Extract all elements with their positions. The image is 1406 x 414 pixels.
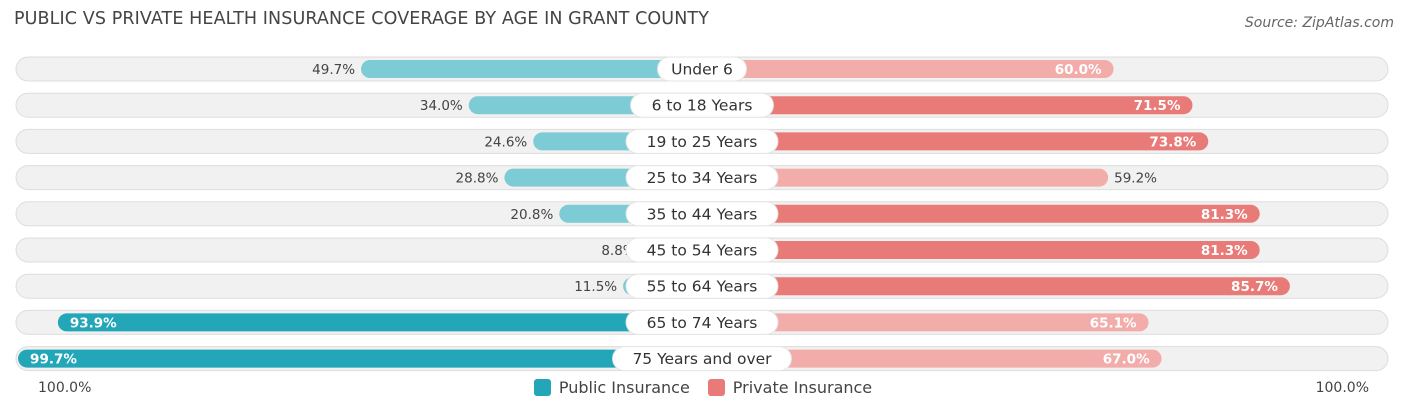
- bar-public[interactable]: [18, 349, 703, 368]
- source-label: Source: ZipAtlas.com: [1244, 15, 1394, 31]
- category-label: 55 to 64 Years: [647, 278, 758, 296]
- label-private: 81.3%: [1201, 207, 1248, 223]
- bar-private[interactable]: [702, 132, 1209, 151]
- bar-private[interactable]: [702, 96, 1193, 115]
- legend-label-private: Private Insurance: [732, 378, 873, 397]
- chart-title: PUBLIC VS PRIVATE HEALTH INSURANCE COVER…: [14, 9, 709, 29]
- category-pill: [657, 56, 747, 82]
- axis-left-label: 100.0%: [38, 380, 92, 396]
- legend-item-private[interactable]: Private Insurance: [707, 378, 873, 397]
- category-label: 75 Years and over: [632, 350, 772, 368]
- category-pill: [630, 92, 774, 118]
- legend-item-public[interactable]: Public Insurance: [533, 378, 690, 397]
- label-private: 85.7%: [1231, 279, 1278, 295]
- category-pill: [625, 273, 779, 299]
- bar-private[interactable]: [702, 313, 1149, 332]
- label-private: 81.3%: [1201, 243, 1248, 259]
- category-label: 45 to 54 Years: [647, 242, 758, 260]
- bar-private[interactable]: [702, 277, 1290, 296]
- category-label: 35 to 44 Years: [647, 205, 758, 223]
- bar-private[interactable]: [702, 349, 1162, 368]
- label-public: 93.9%: [70, 315, 117, 331]
- bar-private[interactable]: [702, 60, 1114, 78]
- category-pill: [625, 309, 779, 335]
- bar-public[interactable]: [361, 60, 702, 78]
- category-pill: [625, 128, 779, 154]
- label-private: 73.8%: [1149, 134, 1196, 150]
- bar-public[interactable]: [57, 313, 702, 332]
- category-label: 25 to 34 Years: [647, 169, 758, 187]
- label-private: 67.0%: [1103, 352, 1150, 368]
- label-public: 24.6%: [484, 134, 527, 150]
- bar-private[interactable]: [702, 204, 1260, 223]
- legend-swatch-private: [707, 379, 725, 396]
- label-private: 59.2%: [1114, 171, 1157, 187]
- chart-svg: 49.7% 60.0% Under 6 34.0% 71.5% 6 to 18 Years…: [15, 56, 1389, 372]
- category-label: 19 to 25 Years: [647, 133, 758, 151]
- label-public: 99.7%: [30, 352, 77, 368]
- category-label: 65 to 74 Years: [647, 314, 758, 332]
- axis-right-label: 100.0%: [1315, 380, 1369, 396]
- category-pill: [625, 201, 779, 227]
- label-public: 20.8%: [510, 207, 553, 223]
- category-pill: [612, 346, 792, 372]
- label-public: 28.8%: [456, 171, 499, 187]
- label-public: 11.5%: [574, 279, 617, 295]
- bar-private[interactable]: [702, 241, 1260, 259]
- label-private: 71.5%: [1134, 98, 1181, 114]
- legend-swatch-public: [533, 379, 551, 396]
- legend-label-public: Public Insurance: [558, 378, 690, 397]
- category-pill: [625, 237, 779, 263]
- label-public: 49.7%: [312, 62, 355, 78]
- category-label: Under 6: [671, 61, 733, 79]
- legend: Public Insurance Private Insurance: [0, 378, 1406, 397]
- category-label: 6 to 18 Years: [652, 97, 753, 115]
- label-public: 34.0%: [420, 98, 463, 114]
- category-pill: [625, 165, 779, 191]
- label-private: 65.1%: [1090, 315, 1137, 331]
- bar-private[interactable]: [702, 168, 1109, 187]
- label-private: 60.0%: [1055, 62, 1102, 78]
